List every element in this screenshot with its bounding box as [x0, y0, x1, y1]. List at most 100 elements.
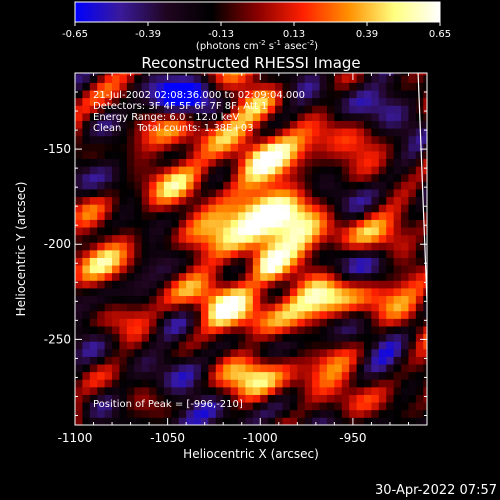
heatmap-cell: [415, 409, 424, 418]
heatmap-cell: [134, 288, 143, 297]
heatmap-cell: [193, 326, 202, 335]
heatmap-cell: [141, 74, 150, 83]
heatmap-cell: [186, 73, 194, 76]
heatmap-cell: [112, 73, 120, 76]
heatmap-cell: [230, 73, 239, 76]
heatmap-cell: [171, 189, 180, 198]
heatmap-cell: [401, 143, 409, 152]
heatmap-cell: [341, 143, 350, 152]
heatmap-cell: [267, 166, 276, 175]
heatmap-cell: [126, 196, 135, 205]
heatmap-cell: [289, 303, 298, 312]
heatmap-cell: [75, 112, 83, 121]
heatmap-cell: [238, 158, 246, 167]
heatmap-cell: [186, 288, 194, 297]
heatmap-cell: [97, 318, 106, 327]
heatmap-cell: [186, 105, 194, 114]
heatmap-cell: [200, 90, 209, 99]
heatmap-cell: [297, 204, 306, 213]
heatmap-cell: [141, 417, 150, 425]
heatmap-cell: [119, 158, 128, 167]
heatmap-cell: [75, 151, 83, 160]
heatmap-cell: [178, 166, 187, 175]
heatmap-cell: [112, 112, 120, 121]
heatmap-cell: [97, 120, 106, 129]
heatmap-cell: [134, 326, 143, 335]
heatmap-cell: [260, 82, 269, 91]
heatmap-cell: [89, 97, 98, 106]
heatmap-cell: [297, 333, 306, 342]
heatmap-cell: [156, 196, 165, 205]
heatmap-cell: [356, 234, 365, 243]
heatmap-cell: [126, 204, 135, 213]
heatmap-cell: [267, 356, 276, 365]
heatmap-cell: [289, 158, 298, 167]
heatmap-cell: [349, 143, 357, 152]
heatmap-cell: [275, 242, 283, 251]
heatmap-cell: [75, 82, 83, 91]
heatmap-cell: [141, 371, 150, 380]
heatmap-cell: [289, 97, 298, 106]
heatmap-cell: [423, 151, 427, 160]
heatmap-cell: [341, 310, 350, 319]
heatmap-cell: [312, 166, 320, 175]
heatmap-cell: [238, 249, 246, 258]
heatmap-cell: [75, 417, 83, 425]
heatmap-cell: [156, 257, 165, 266]
heatmap-cell: [252, 74, 261, 83]
heatmap-cell: [386, 97, 395, 106]
heatmap-cell: [238, 82, 246, 91]
heatmap-cell: [349, 288, 357, 297]
heatmap-cell: [245, 158, 254, 167]
heatmap-cell: [89, 74, 98, 83]
heatmap-cell: [238, 364, 246, 373]
heatmap-cell: [178, 303, 187, 312]
heatmap-cell: [386, 112, 395, 121]
heatmap-cell: [126, 379, 135, 388]
heatmap-cell: [401, 189, 409, 198]
heatmap-cell: [156, 120, 165, 129]
heatmap-cell: [230, 234, 239, 243]
heatmap-cell: [141, 82, 150, 91]
heatmap-cell: [82, 151, 91, 160]
heatmap-cell: [326, 120, 335, 129]
heatmap-cell: [378, 219, 387, 228]
heatmap-cell: [112, 227, 120, 236]
heatmap-cell: [193, 219, 202, 228]
heatmap-cell: [297, 272, 306, 281]
heatmap-cell: [230, 112, 239, 121]
heatmap-cell: [75, 257, 83, 266]
heatmap-cell: [349, 310, 357, 319]
heatmap-cell: [364, 158, 372, 167]
heatmap-cell: [126, 394, 135, 403]
heatmap-cell: [230, 227, 239, 236]
heatmap-cell: [386, 272, 395, 281]
heatmap-cell: [82, 386, 91, 395]
heatmap-cell: [356, 386, 365, 395]
heatmap-cell: [334, 288, 343, 297]
heatmap-cell: [141, 181, 150, 190]
heatmap-cell: [319, 295, 328, 304]
heatmap-cell: [297, 295, 306, 304]
heatmap-cell: [282, 73, 291, 76]
heatmap-cell: [238, 402, 246, 411]
heatmap-cell: [334, 242, 343, 251]
heatmap-cell: [126, 135, 135, 144]
heatmap-cell: [364, 204, 372, 213]
heatmap-cell: [89, 242, 98, 251]
heatmap-cell: [282, 242, 291, 251]
heatmap-cell: [304, 135, 313, 144]
heatmap-cell: [163, 303, 172, 312]
heatmap-cell: [260, 211, 269, 220]
heatmap-cell: [215, 417, 224, 425]
heatmap-cell: [200, 196, 209, 205]
heatmap-cell: [423, 265, 427, 274]
heatmap-cell: [326, 90, 335, 99]
heatmap-cell: [289, 196, 298, 205]
heatmap-cell: [119, 356, 128, 365]
heatmap-cell: [267, 326, 276, 335]
heatmap-cell: [326, 234, 335, 243]
heatmap-cell: [245, 196, 254, 205]
heatmap-cell: [364, 417, 372, 425]
heatmap-cell: [208, 120, 217, 129]
